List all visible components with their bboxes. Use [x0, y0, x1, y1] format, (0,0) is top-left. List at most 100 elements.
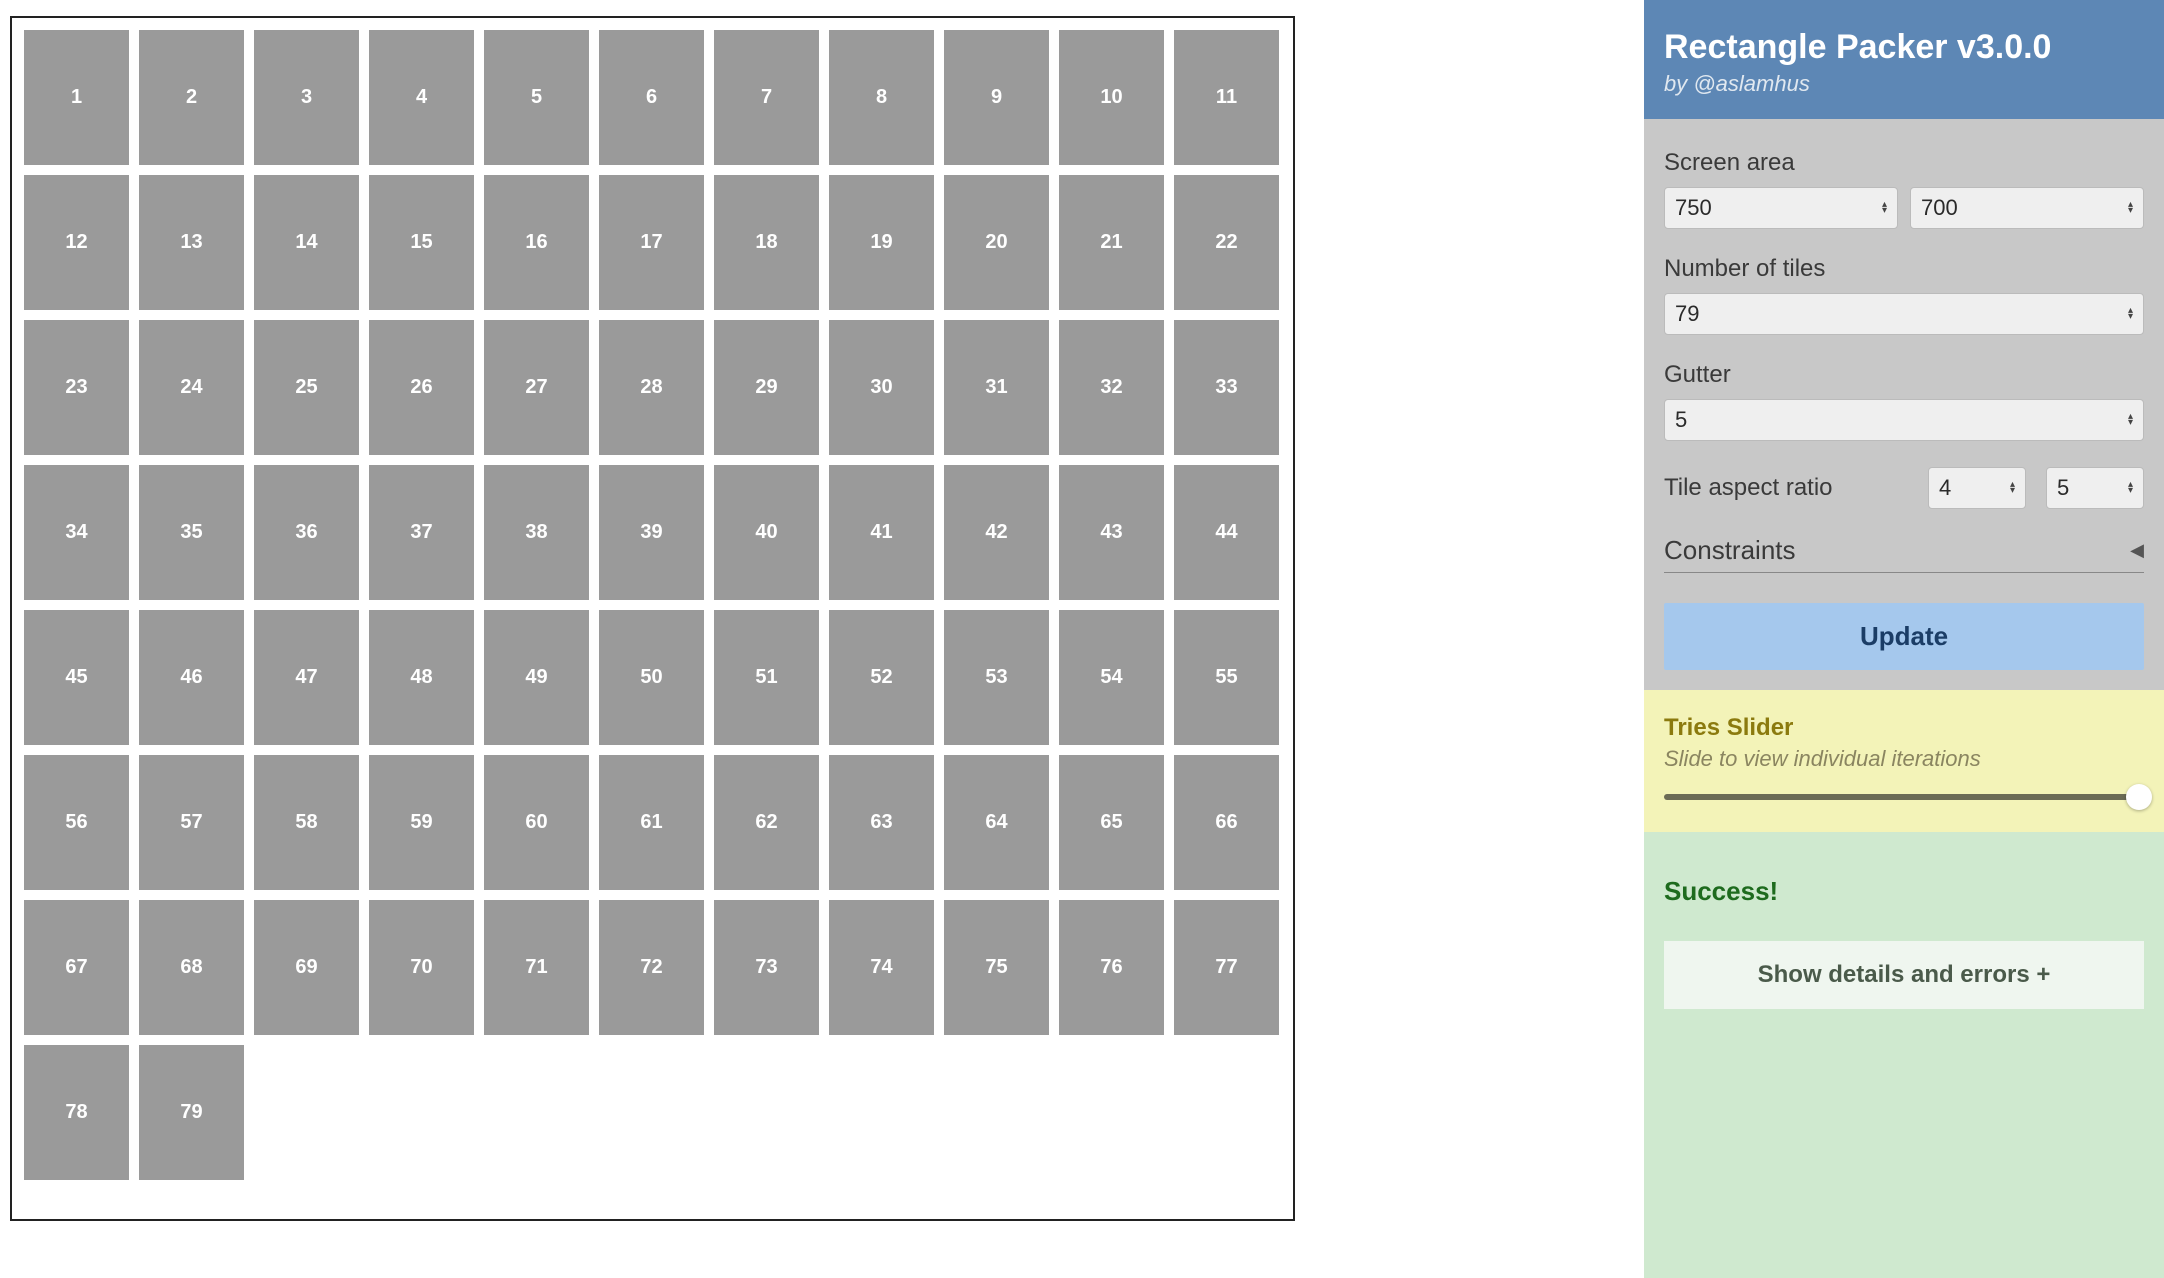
sidebar: Rectangle Packer v3.0.0 by @aslamhus Scr… — [1644, 0, 2164, 1278]
tile: 66 — [1174, 755, 1279, 890]
tile: 14 — [254, 175, 359, 310]
tile: 74 — [829, 900, 934, 1035]
tile: 67 — [24, 900, 129, 1035]
aspect-ratio-group: Tile aspect ratio 4 ▴▾ 5 ▴▾ — [1664, 467, 2144, 509]
tile: 58 — [254, 755, 359, 890]
tile: 12 — [24, 175, 129, 310]
tile: 79 — [139, 1045, 244, 1180]
stepper-icon[interactable]: ▴▾ — [2128, 202, 2133, 214]
tile: 16 — [484, 175, 589, 310]
tries-panel: Tries Slider Slide to view individual it… — [1644, 690, 2164, 832]
tile: 65 — [1059, 755, 1164, 890]
tile: 8 — [829, 30, 934, 165]
screen-height-input[interactable]: 700 ▴▾ — [1910, 187, 2144, 229]
tile: 20 — [944, 175, 1049, 310]
tile: 42 — [944, 465, 1049, 600]
num-tiles-value: 79 — [1675, 301, 1699, 327]
screen-width-value: 750 — [1675, 195, 1712, 221]
tile: 24 — [139, 320, 244, 455]
screen-height-value: 700 — [1921, 195, 1958, 221]
tile: 47 — [254, 610, 359, 745]
tile: 1 — [24, 30, 129, 165]
show-details-button[interactable]: Show details and errors + — [1664, 941, 2144, 1009]
slider-thumb[interactable] — [2126, 784, 2152, 810]
tile: 70 — [369, 900, 474, 1035]
success-panel: Success! Show details and errors + — [1644, 832, 2164, 1278]
app-author: by @aslamhus — [1664, 71, 2144, 97]
aspect-ratio-h-value: 5 — [2057, 475, 2069, 501]
tile: 64 — [944, 755, 1049, 890]
main-area: 1234567891011121314151617181920212223242… — [0, 0, 1644, 1278]
tile: 36 — [254, 465, 359, 600]
success-title: Success! — [1664, 876, 2144, 907]
screen-width-input[interactable]: 750 ▴▾ — [1664, 187, 1898, 229]
tile: 18 — [714, 175, 819, 310]
tile: 30 — [829, 320, 934, 455]
aspect-ratio-label: Tile aspect ratio — [1664, 474, 1908, 502]
tile: 31 — [944, 320, 1049, 455]
tile: 10 — [1059, 30, 1164, 165]
tile: 22 — [1174, 175, 1279, 310]
tile: 60 — [484, 755, 589, 890]
tile: 43 — [1059, 465, 1164, 600]
tile: 51 — [714, 610, 819, 745]
aspect-ratio-h-input[interactable]: 5 ▴▾ — [2046, 467, 2144, 509]
tile: 61 — [599, 755, 704, 890]
stepper-icon[interactable]: ▴▾ — [2128, 308, 2133, 320]
tile: 44 — [1174, 465, 1279, 600]
tile: 75 — [944, 900, 1049, 1035]
tile: 23 — [24, 320, 129, 455]
tile: 69 — [254, 900, 359, 1035]
screen-area-label: Screen area — [1664, 149, 2144, 177]
tile: 17 — [599, 175, 704, 310]
tile: 63 — [829, 755, 934, 890]
tile: 41 — [829, 465, 934, 600]
tile: 39 — [599, 465, 704, 600]
stepper-icon[interactable]: ▴▾ — [2010, 482, 2015, 494]
tile: 54 — [1059, 610, 1164, 745]
screen-area-group: Screen area 750 ▴▾ 700 ▴▾ — [1664, 149, 2144, 229]
tile: 59 — [369, 755, 474, 890]
stepper-icon[interactable]: ▴▾ — [1882, 202, 1887, 214]
tile: 78 — [24, 1045, 129, 1180]
tile: 35 — [139, 465, 244, 600]
chevron-left-icon: ◀ — [2130, 540, 2144, 561]
aspect-ratio-w-input[interactable]: 4 ▴▾ — [1928, 467, 2026, 509]
constraints-label: Constraints — [1664, 535, 1796, 566]
tile: 26 — [369, 320, 474, 455]
tile: 46 — [139, 610, 244, 745]
stepper-icon[interactable]: ▴▾ — [2128, 414, 2133, 426]
tile: 77 — [1174, 900, 1279, 1035]
tries-slider[interactable] — [1664, 794, 2144, 800]
tile: 29 — [714, 320, 819, 455]
tile: 34 — [24, 465, 129, 600]
tile: 5 — [484, 30, 589, 165]
stepper-icon[interactable]: ▴▾ — [2128, 482, 2133, 494]
tile: 50 — [599, 610, 704, 745]
update-button[interactable]: Update — [1664, 603, 2144, 670]
num-tiles-group: Number of tiles 79 ▴▾ — [1664, 255, 2144, 335]
tile: 56 — [24, 755, 129, 890]
tile: 71 — [484, 900, 589, 1035]
tile: 49 — [484, 610, 589, 745]
tile: 33 — [1174, 320, 1279, 455]
tile: 76 — [1059, 900, 1164, 1035]
tile: 21 — [1059, 175, 1164, 310]
gutter-label: Gutter — [1664, 361, 2144, 389]
tile: 45 — [24, 610, 129, 745]
gutter-input[interactable]: 5 ▴▾ — [1664, 399, 2144, 441]
constraints-toggle[interactable]: Constraints ◀ — [1664, 535, 2144, 573]
tile: 57 — [139, 755, 244, 890]
tries-subtitle: Slide to view individual iterations — [1664, 746, 2144, 772]
tile: 27 — [484, 320, 589, 455]
tile: 19 — [829, 175, 934, 310]
tile: 7 — [714, 30, 819, 165]
controls-panel: Screen area 750 ▴▾ 700 ▴▾ Number of tile… — [1644, 119, 2164, 690]
tile: 55 — [1174, 610, 1279, 745]
tile: 68 — [139, 900, 244, 1035]
tile: 9 — [944, 30, 1049, 165]
tile: 15 — [369, 175, 474, 310]
gutter-group: Gutter 5 ▴▾ — [1664, 361, 2144, 441]
num-tiles-input[interactable]: 79 ▴▾ — [1664, 293, 2144, 335]
sidebar-header: Rectangle Packer v3.0.0 by @aslamhus — [1644, 0, 2164, 119]
